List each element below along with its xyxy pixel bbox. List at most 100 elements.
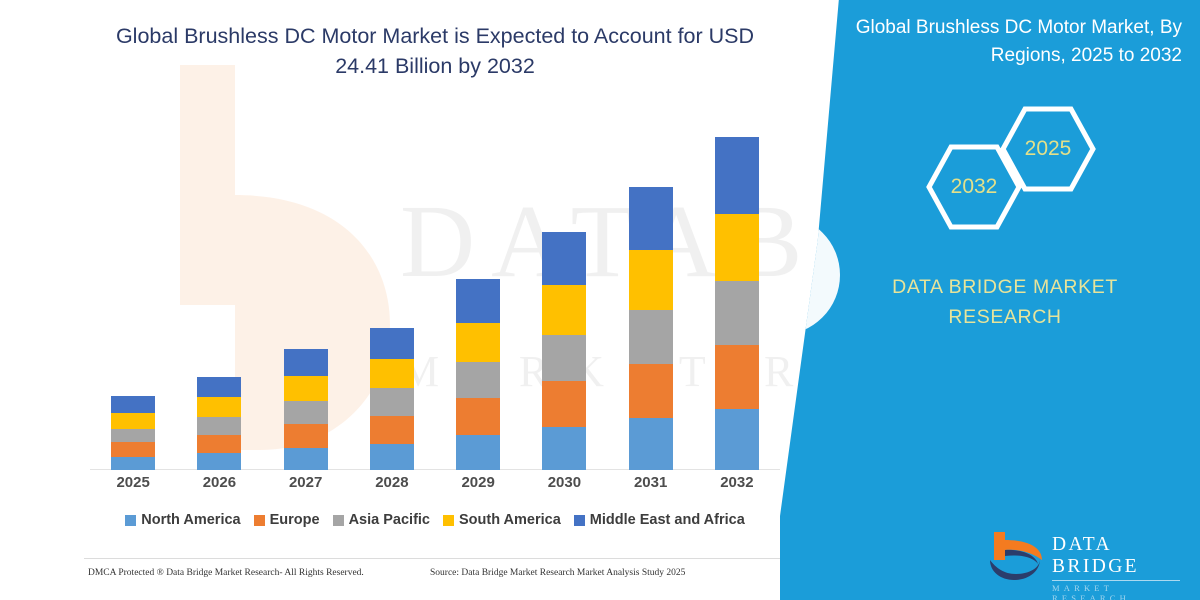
x-axis-tick-label: 2027	[288, 474, 323, 491]
bar-segment	[628, 418, 673, 470]
bar-column	[521, 120, 607, 470]
stacked-bar	[714, 137, 759, 470]
legend-swatch-icon	[253, 514, 265, 526]
legend-item[interactable]: Asia Pacific	[332, 512, 430, 528]
bar-segment	[628, 186, 673, 251]
bar-segment	[714, 137, 759, 215]
hexagon-label-2032: 2032	[950, 175, 998, 198]
stacked-bar	[542, 232, 587, 470]
stacked-bar	[456, 279, 501, 470]
bar-segment	[456, 279, 501, 323]
stacked-bar	[283, 349, 328, 470]
bar-segment	[714, 281, 759, 345]
legend-item[interactable]: Europe	[253, 512, 320, 528]
bar-column	[176, 120, 262, 470]
bar-column	[608, 120, 694, 470]
bar-segment	[283, 349, 328, 376]
bar-segment	[456, 322, 501, 362]
bar-segment	[714, 344, 759, 409]
bar-segment	[197, 417, 242, 436]
bar-segment	[111, 428, 156, 443]
bar-segment	[456, 435, 501, 470]
bar-segment	[111, 457, 156, 470]
bar-segment	[197, 396, 242, 417]
x-axis-tick-label: 2026	[202, 474, 237, 491]
legend-item[interactable]: North America	[125, 512, 241, 528]
bar-segment	[714, 408, 759, 470]
bar-column	[90, 120, 176, 470]
legend-item[interactable]: Middle East and Africa	[573, 512, 745, 528]
bar-segment	[542, 285, 587, 336]
bar-segment	[542, 380, 587, 427]
legend-label: Asia Pacific	[348, 512, 430, 528]
hexagon-badges: 2032 2025	[925, 105, 1125, 230]
stacked-bar	[628, 186, 673, 470]
right-panel-brand: DATA BRIDGE MARKET RESEARCH	[855, 272, 1155, 332]
x-axis-tick-label: 2030	[547, 474, 582, 491]
bar-segment	[369, 415, 414, 444]
bar-segment	[369, 327, 414, 359]
logo-mark-icon	[988, 530, 1046, 582]
footer-copyright: DMCA Protected ® Data Bridge Market Rese…	[88, 568, 364, 578]
stacked-bar-series	[90, 120, 780, 470]
bar-segment	[197, 435, 242, 454]
legend-swatch-icon	[573, 514, 585, 526]
footer-source: Source: Data Bridge Market Research Mark…	[430, 568, 686, 578]
legend-label: South America	[459, 512, 561, 528]
bar-segment	[456, 361, 501, 398]
x-axis-baseline	[90, 469, 780, 470]
brand-line-2: RESEARCH	[948, 306, 1062, 329]
bar-segment	[197, 453, 242, 470]
bar-segment	[369, 358, 414, 389]
x-axis-tick-label: 2029	[461, 474, 495, 491]
chart-plot-area	[90, 120, 780, 470]
bar-segment	[714, 214, 759, 282]
bar-column	[263, 120, 349, 470]
bar-column	[349, 120, 435, 470]
right-panel-title: Global Brushless DC Motor Market, By Reg…	[855, 17, 1182, 66]
bar-segment	[197, 376, 242, 397]
legend-item[interactable]: South America	[443, 512, 561, 528]
bar-segment	[111, 412, 156, 429]
hexagon-badge-2025: 2025	[999, 105, 1097, 193]
bar-segment	[283, 424, 328, 448]
legend-swatch-icon	[332, 514, 344, 526]
logo-divider	[1052, 580, 1180, 581]
legend-swatch-icon	[125, 514, 137, 526]
bar-segment	[111, 442, 156, 458]
data-bridge-logo: DATA BRIDGE MARKET RESEARCH	[988, 528, 1188, 600]
bar-segment	[283, 375, 328, 402]
legend-swatch-icon	[443, 514, 454, 526]
chart-legend: North America Europe Asia Pacific South Ame…	[90, 512, 780, 528]
stacked-bar	[197, 376, 242, 470]
bar-segment	[628, 309, 673, 364]
bar-segment	[369, 443, 414, 470]
x-axis-tick-label: 2028	[375, 474, 409, 491]
logo-wordmark: DATA BRIDGE MARKET RESEARCH	[1052, 534, 1188, 600]
bar-segment	[283, 447, 328, 470]
logo-name-bottom: MARKET RESEARCH	[1052, 583, 1130, 600]
x-axis-labels: 2025 2026 2027 2028 2029 2030 2031 2032	[90, 474, 780, 491]
stacked-bar	[111, 395, 156, 470]
bar-segment	[542, 232, 587, 286]
bar-column	[435, 120, 521, 470]
bar-segment	[542, 426, 587, 470]
legend-label: North America	[141, 512, 241, 528]
bar-segment	[369, 388, 414, 416]
bar-segment	[456, 397, 501, 435]
legend-label: Europe	[269, 512, 320, 528]
bar-column	[694, 120, 780, 470]
bar-segment	[628, 363, 673, 419]
x-axis-tick-label: 2032	[720, 474, 754, 491]
bar-segment	[283, 401, 328, 425]
x-axis-tick-label: 2025	[116, 474, 150, 491]
hexagon-label-2025: 2025	[1024, 137, 1072, 160]
stacked-bar	[369, 327, 414, 470]
hexagon-badge-2032: 2032	[925, 143, 1023, 231]
footer-divider	[84, 558, 784, 559]
bar-segment	[628, 250, 673, 310]
bar-segment	[111, 395, 156, 413]
bar-segment	[542, 335, 587, 381]
logo-name-top: DATA BRIDGE	[1052, 534, 1139, 577]
